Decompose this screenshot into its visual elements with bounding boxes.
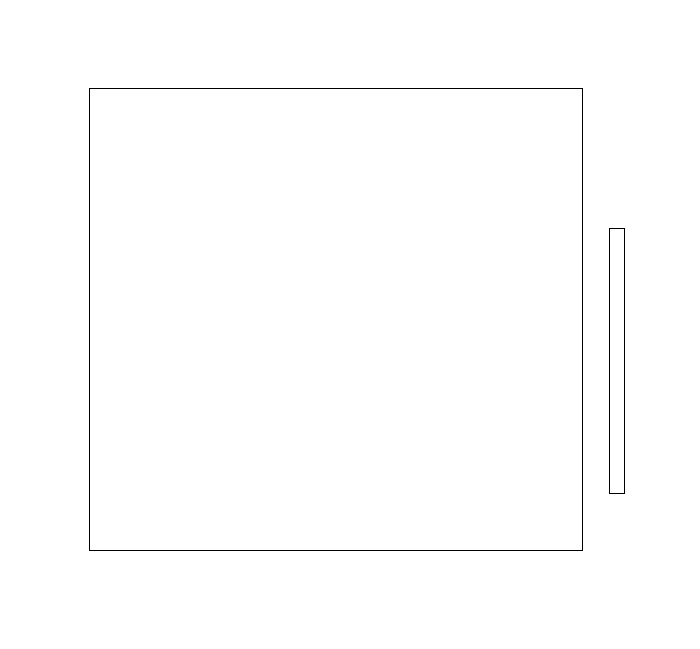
pm25-concentration-map: [89, 88, 583, 551]
colorbar: [609, 228, 625, 494]
colorbar-gradient: [610, 229, 624, 493]
footer-license-clip: [85, 615, 590, 635]
map-plot-area: [89, 88, 583, 551]
